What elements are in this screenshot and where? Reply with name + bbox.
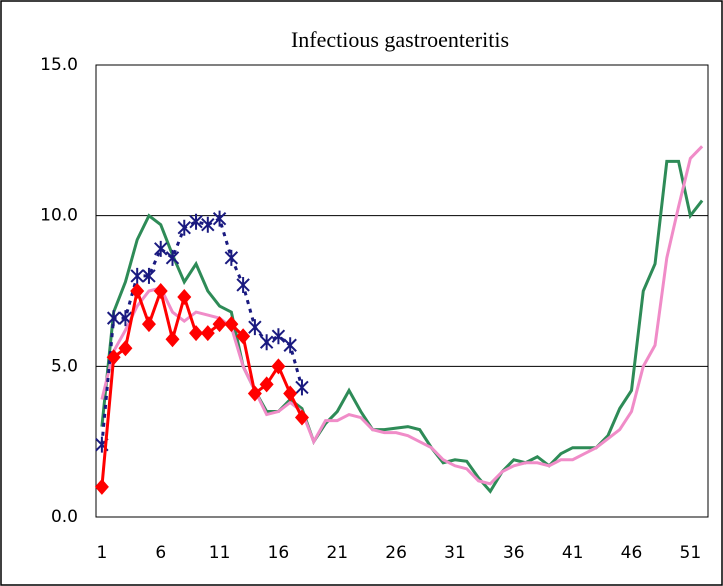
diamond-marker [294,409,309,426]
diamond-marker [118,340,133,357]
y-tick-label: 15.0 [40,55,78,75]
x-tick-label: 11 [209,543,231,563]
diamond-marker [153,283,168,299]
diamond-marker [212,316,227,333]
y-tick-label: 0.0 [51,507,78,527]
asterisk-marker [283,337,297,354]
asterisk-marker [201,216,215,233]
diamond-marker [130,283,145,299]
asterisk-marker [189,213,203,230]
asterisk-marker [248,319,262,336]
diamond-marker [200,325,215,342]
asterisk-marker [295,379,309,396]
x-tick-label: 21 [326,543,348,563]
series-line [100,145,704,486]
asterisk-marker [236,276,250,293]
plot-frame [95,64,709,518]
chart-title: Infectious gastroenteritis [291,27,509,52]
y-tick-label: 5.0 [51,356,78,376]
x-tick-label: 1 [96,543,107,563]
diamond-marker [106,349,121,366]
x-tick-label: 51 [680,543,702,563]
diamond-marker [271,358,286,375]
asterisk-marker [212,210,227,227]
x-tick-label: 36 [503,543,525,563]
asterisk-marker [142,267,156,284]
diamond-marker [141,316,156,333]
x-tick-label: 31 [444,543,466,563]
diamond-marker [189,325,204,342]
x-tick-label: 16 [268,543,290,563]
diamond-marker [247,385,262,402]
x-tick-label: 46 [621,543,643,563]
asterisk-marker [154,240,168,257]
asterisk-marker [177,219,191,236]
series-line [100,216,304,445]
diamond-marker [165,331,180,348]
asterisk-marker [224,249,239,266]
diamond-marker [224,316,239,333]
x-tick-label: 26 [385,543,407,563]
diamond-marker [177,289,192,306]
diamond-marker [259,376,274,393]
asterisk-marker [106,310,121,327]
diamond-marker [283,385,298,402]
asterisk-marker [165,249,180,266]
x-tick-label: 41 [562,543,584,563]
asterisk-marker [130,267,144,284]
y-tick-label: 10.0 [40,206,78,226]
diamond-marker [94,478,109,495]
x-tick-label: 6 [155,543,166,563]
diamond-marker [236,328,251,345]
asterisk-marker [259,334,274,351]
asterisk-marker [271,328,286,345]
